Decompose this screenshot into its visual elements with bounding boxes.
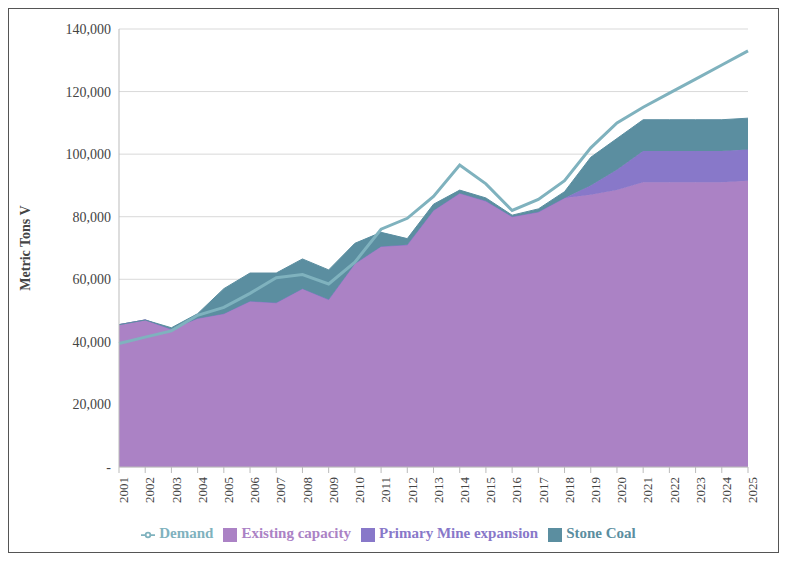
svg-text:2003: 2003 [169, 477, 184, 503]
svg-text:100,000: 100,000 [66, 147, 112, 162]
html-text:Existing capacity: Existing capacity [241, 525, 351, 541]
svg-text:2015: 2015 [483, 477, 498, 503]
svg-text:2017: 2017 [536, 477, 551, 504]
svg-text:2009: 2009 [326, 477, 341, 503]
svg-text:2001: 2001 [116, 477, 131, 503]
svg-text:120,000: 120,000 [66, 85, 112, 100]
svg-text:2008: 2008 [300, 477, 315, 503]
html-text:Stone Coal: Stone Coal [566, 525, 636, 541]
svg-text:140,000: 140,000 [66, 22, 112, 37]
svg-text:2016: 2016 [509, 477, 524, 504]
svg-text:2013: 2013 [431, 477, 446, 503]
svg-text:2005: 2005 [221, 477, 236, 503]
svg-text:2007: 2007 [273, 477, 288, 504]
svg-text:2006: 2006 [247, 477, 262, 504]
svg-text:2004: 2004 [195, 477, 210, 504]
svg-text:2018: 2018 [562, 477, 577, 503]
svg-text:2022: 2022 [667, 477, 682, 503]
svg-text:20,000: 20,000 [73, 397, 112, 412]
svg-text:2019: 2019 [588, 477, 603, 503]
svg-text:Metric Tons V: Metric Tons V [18, 205, 33, 290]
svg-text:2025: 2025 [745, 477, 760, 503]
svg-text:2021: 2021 [640, 477, 655, 503]
svg-text:2012: 2012 [405, 477, 420, 503]
html-text:Primary Mine expansion: Primary Mine expansion [379, 525, 539, 541]
html-text:Demand: Demand [159, 525, 214, 541]
svg-text:40,000: 40,000 [73, 335, 112, 350]
svg-text:80,000: 80,000 [73, 210, 112, 225]
svg-text:2010: 2010 [352, 477, 367, 503]
svg-text:2023: 2023 [693, 477, 708, 503]
svg-text:2002: 2002 [142, 477, 157, 503]
svg-text:2020: 2020 [614, 477, 629, 503]
svg-text:60,000: 60,000 [73, 272, 112, 287]
svg-text:-: - [106, 460, 111, 475]
svg-text:2024: 2024 [719, 477, 734, 504]
svg-text:2014: 2014 [457, 477, 472, 504]
svg-text:2011: 2011 [378, 477, 393, 503]
